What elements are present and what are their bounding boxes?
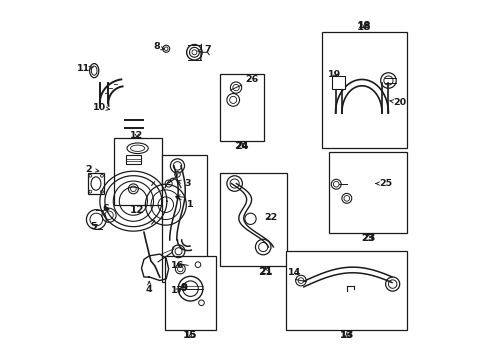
Text: 21: 21 [259,267,272,276]
Text: 18: 18 [357,21,370,30]
Bar [285,251,406,330]
Text: 12: 12 [130,131,143,140]
Text: 6: 6 [102,204,109,213]
Text: 9: 9 [180,283,187,292]
Bar [331,76,345,89]
Text: 5: 5 [90,222,97,231]
Text: 17: 17 [170,285,183,294]
Text: 14: 14 [288,268,301,277]
Text: 15: 15 [183,330,197,340]
Text: 23: 23 [360,233,374,243]
Bar [219,74,264,141]
Text: 3: 3 [177,179,191,188]
Text: 13: 13 [339,330,353,340]
Text: 21: 21 [258,267,272,277]
Text: 25: 25 [375,179,391,188]
Text: 1: 1 [176,197,193,209]
Text: 23: 23 [361,234,374,243]
Text: 24: 24 [234,141,248,152]
Text: 11: 11 [77,64,93,73]
Text: 16: 16 [170,261,183,270]
Bar [328,152,406,233]
Text: 4: 4 [145,282,152,294]
Bar [219,173,286,266]
Bar [322,32,406,148]
Bar [114,138,161,205]
Bar [87,173,104,194]
Text: 12: 12 [129,205,144,215]
Text: 9: 9 [180,283,187,293]
Text: 15: 15 [183,332,197,341]
Bar [161,155,207,282]
Text: 2: 2 [85,165,99,174]
Text: 18: 18 [356,22,371,32]
Text: 19: 19 [327,70,341,79]
Text: 20: 20 [389,98,406,107]
Text: 8: 8 [153,42,164,51]
Text: 7: 7 [198,45,210,54]
Text: 24: 24 [235,142,248,151]
Text: 22: 22 [264,212,277,221]
Text: 26: 26 [244,75,258,84]
Bar [126,154,141,165]
Text: 10: 10 [93,103,109,112]
Text: 13: 13 [340,332,353,341]
Bar [165,256,216,330]
